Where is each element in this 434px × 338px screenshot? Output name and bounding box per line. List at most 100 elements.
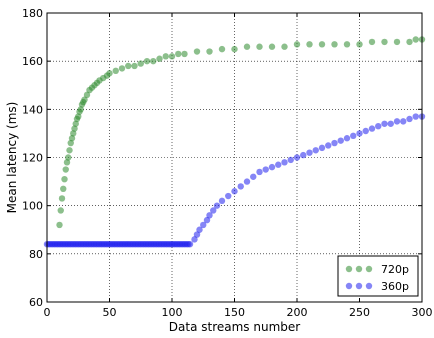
data-point [343, 41, 351, 48]
data-point [210, 207, 217, 214]
data-point [66, 147, 73, 154]
x-tick-label: 150 [224, 306, 245, 319]
y-tick-label: 60 [29, 296, 43, 309]
data-point [312, 147, 319, 154]
data-point [67, 139, 74, 147]
data-point [343, 135, 351, 142]
data-point [57, 207, 64, 214]
x-tick-label: 0 [44, 306, 51, 319]
data-point [200, 221, 207, 229]
data-point [356, 130, 363, 137]
data-point [181, 50, 188, 58]
data-point [318, 41, 326, 48]
legend-marker [355, 265, 363, 273]
y-tick-label: 120 [22, 152, 43, 165]
data-point [72, 120, 79, 127]
data-point [143, 57, 151, 65]
data-point [106, 70, 113, 77]
data-point [362, 127, 369, 135]
data-point [150, 57, 157, 65]
data-point [237, 183, 244, 190]
data-point [262, 166, 269, 173]
data-point [156, 55, 163, 62]
data-point [62, 166, 69, 173]
data-point [375, 122, 382, 130]
data-point [68, 135, 76, 142]
data-point [60, 185, 67, 193]
series-360p [43, 113, 426, 248]
data-point [243, 43, 251, 50]
legend-box [337, 255, 419, 297]
data-point [225, 192, 232, 200]
data-point [293, 41, 301, 48]
y-axis-label: Mean latency (ms) [5, 102, 19, 214]
data-point [175, 50, 182, 58]
legend: 720p 360p [337, 255, 419, 297]
legend-item-360p: 360p [345, 280, 409, 293]
data-point [393, 38, 401, 46]
data-point [218, 45, 226, 53]
data-point [393, 118, 401, 125]
data-point [213, 202, 221, 209]
y-tick-label: 140 [22, 103, 43, 116]
y-tick-label: 180 [22, 7, 43, 20]
data-point [275, 161, 282, 168]
legend-item-720p: 720p [345, 263, 409, 276]
data-point [186, 241, 194, 248]
data-point [306, 41, 313, 48]
data-point [112, 67, 119, 75]
data-point [356, 41, 363, 48]
data-point [368, 125, 376, 132]
data-point [131, 62, 138, 70]
data-point [331, 139, 338, 147]
data-point [381, 38, 388, 46]
data-point [118, 65, 126, 72]
data-point [306, 149, 313, 156]
data-point [137, 60, 144, 67]
data-point [191, 236, 198, 243]
data-point [406, 115, 413, 123]
data-point [65, 154, 72, 161]
data-point [218, 197, 226, 205]
data-point [412, 113, 419, 120]
data-point [281, 43, 288, 50]
legend-label: 360p [381, 280, 409, 293]
data-point [203, 216, 211, 224]
data-point [71, 125, 78, 132]
data-point [331, 41, 338, 48]
data-point [168, 53, 176, 60]
data-point [70, 130, 77, 137]
data-point [162, 53, 169, 60]
data-point [300, 151, 307, 159]
data-point [281, 159, 288, 166]
data-point [350, 132, 357, 140]
data-point [75, 113, 82, 120]
x-tick-label: 200 [287, 306, 308, 319]
data-point [381, 120, 388, 127]
data-point [293, 154, 301, 161]
data-point [400, 118, 407, 125]
data-point [318, 144, 326, 152]
data-point [83, 91, 91, 99]
data-point [256, 168, 263, 176]
data-point [368, 38, 376, 46]
data-point [250, 173, 257, 180]
data-point [256, 43, 263, 50]
data-point [193, 231, 201, 238]
data-point [412, 36, 419, 43]
data-point [206, 48, 213, 55]
data-point [287, 156, 294, 164]
legend-marker [365, 265, 373, 273]
data-point [58, 195, 66, 202]
x-tick-label: 250 [349, 306, 370, 319]
series-720p [56, 36, 426, 229]
x-tick-label: 50 [103, 306, 117, 319]
legend-label: 720p [381, 263, 409, 276]
data-point [231, 45, 238, 53]
data-point [81, 96, 88, 103]
x-tick-label: 300 [412, 306, 433, 319]
legend-marker [365, 282, 373, 290]
data-point [193, 48, 201, 55]
data-point [61, 175, 68, 183]
